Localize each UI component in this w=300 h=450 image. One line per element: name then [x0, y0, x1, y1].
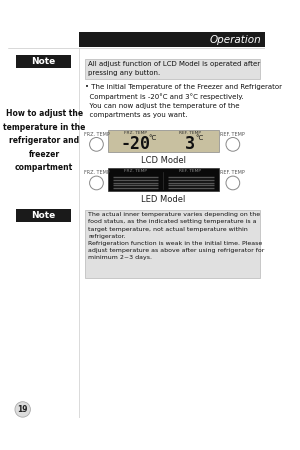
Text: LCD Model: LCD Model — [141, 156, 186, 165]
Text: LED Model: LED Model — [141, 195, 186, 204]
Circle shape — [90, 138, 103, 151]
Text: Operation: Operation — [209, 35, 261, 45]
Text: REF. TEMP: REF. TEMP — [220, 170, 245, 175]
Circle shape — [15, 402, 30, 417]
Text: 3: 3 — [185, 135, 195, 153]
Text: FRZ. TEMP: FRZ. TEMP — [84, 170, 109, 175]
Text: °C: °C — [195, 135, 203, 141]
Text: °C: °C — [148, 135, 156, 141]
FancyBboxPatch shape — [16, 55, 71, 68]
Text: Note: Note — [31, 57, 56, 66]
Text: Note: Note — [31, 211, 56, 220]
FancyBboxPatch shape — [85, 210, 260, 278]
FancyBboxPatch shape — [85, 59, 260, 79]
Circle shape — [226, 176, 240, 190]
Text: -20: -20 — [120, 135, 150, 153]
Text: FRZ. TEMP: FRZ. TEMP — [124, 130, 147, 135]
Text: The actual inner temperature varies depending on the
food status, as the indicat: The actual inner temperature varies depe… — [88, 212, 264, 261]
Text: All adjust function of LCD Model is operated after
pressing any button.: All adjust function of LCD Model is oper… — [88, 61, 260, 76]
Text: FRZ. TEMP: FRZ. TEMP — [124, 169, 147, 173]
Text: FRZ. TEMP: FRZ. TEMP — [84, 132, 109, 137]
FancyBboxPatch shape — [79, 32, 266, 47]
FancyBboxPatch shape — [16, 209, 71, 221]
Text: 19: 19 — [17, 405, 28, 414]
Text: REF. TEMP: REF. TEMP — [179, 130, 201, 135]
Text: • The initial Temperature of the Freezer and Refrigerator
  Compartment is -20°C: • The initial Temperature of the Freezer… — [85, 84, 282, 118]
Text: REF. TEMP: REF. TEMP — [179, 169, 201, 173]
Text: REF. TEMP: REF. TEMP — [220, 132, 245, 137]
FancyBboxPatch shape — [108, 130, 219, 152]
FancyBboxPatch shape — [108, 168, 219, 191]
Circle shape — [90, 176, 103, 190]
Circle shape — [226, 138, 240, 151]
Text: How to adjust the
temperature in the
refrigerator and
freezer
compartment: How to adjust the temperature in the ref… — [3, 109, 85, 172]
